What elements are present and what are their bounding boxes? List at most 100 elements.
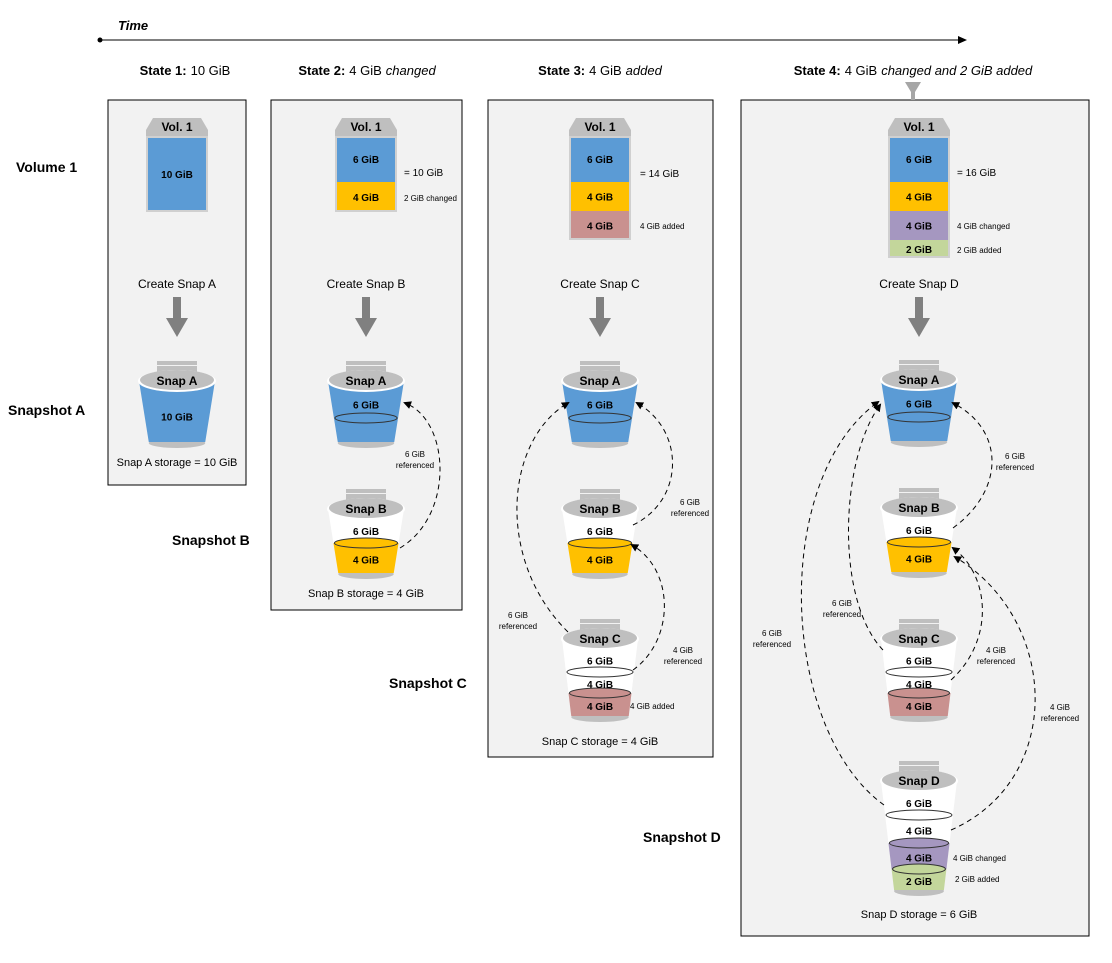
bucket-ring	[885, 809, 953, 821]
snapshot-label: Snap A	[580, 374, 621, 388]
volume-label: Vol. 1	[903, 120, 934, 134]
bucket-layer	[333, 543, 399, 573]
bucket-layer	[886, 542, 952, 572]
bucket-lid	[882, 628, 956, 648]
volume-cap	[146, 118, 208, 136]
reference-label: 6 GiB	[680, 498, 700, 507]
reference-dashed-arrow	[950, 546, 983, 681]
volume-block	[890, 240, 948, 256]
snapshot-layer-size: 6 GiB	[906, 400, 932, 411]
volume-note: = 10 GiB	[404, 168, 444, 179]
snapshot-layer-size: 6 GiB	[906, 526, 932, 537]
snapshot-label: Snap C	[579, 632, 621, 646]
snapshot-bucket-snap-d: Snap D 6 GiB 4 GiB 4 GiB 2 GiB 4 GiB changed 2…	[880, 761, 1006, 896]
bucket-handle	[899, 761, 939, 765]
bucket-layer	[568, 693, 632, 716]
snapshot-bucket-snap-a: Snap A 6 GiB	[327, 361, 405, 448]
reference-arrow: 6 GiB referenced	[753, 400, 885, 806]
timeline-arrow-icon	[958, 36, 967, 44]
bucket-lid	[563, 370, 637, 390]
snapshot-layer-size: 2 GiB	[906, 877, 932, 888]
snapshot-layer-size: 4 GiB	[353, 556, 379, 567]
snapshot-layer-size: 4 GiB	[587, 556, 613, 567]
volume-block	[337, 182, 395, 210]
snapshot-bucket-snap-b: Snap B 6 GiB 4 GiB	[880, 488, 958, 578]
volume-note: = 14 GiB	[640, 169, 680, 180]
bucket-layer	[885, 815, 953, 843]
bucket-layer	[139, 381, 215, 442]
bucket-ring	[568, 412, 632, 424]
volume-block	[890, 211, 948, 240]
state-title-number: State 3:	[538, 63, 585, 78]
volume-label: Vol. 1	[161, 120, 192, 134]
reference-dashed-arrow	[399, 401, 441, 549]
bucket-ring	[892, 863, 946, 875]
reference-arrow: 4 GiB referenced	[950, 555, 1079, 831]
reference-arrow: 6 GiB referenced	[499, 401, 570, 633]
snapshot-bucket-snap-a: Snap A 6 GiB	[880, 360, 958, 447]
reference-arrow: 6 GiB referenced	[632, 402, 709, 526]
volume-note: 4 GiB added	[640, 222, 684, 231]
bucket-ring	[567, 537, 633, 549]
reference-arrow: 6 GiB referenced	[823, 403, 884, 651]
bucket-layer	[333, 418, 399, 442]
state-title-size: 4 GiB	[349, 63, 382, 78]
bucket-handle	[899, 488, 939, 492]
snapshot-layer-size: 4 GiB	[906, 827, 932, 838]
reference-label: referenced	[499, 622, 537, 631]
volume-block-size: 6 GiB	[906, 155, 932, 166]
create-snapshot-label: Create Snap D	[879, 277, 959, 291]
snapshot-bucket-snap-a: Snap A 6 GiB	[561, 361, 639, 448]
volume-label: Vol. 1	[350, 120, 381, 134]
snapshot-label: Snap B	[898, 501, 940, 515]
bucket-handle	[580, 489, 620, 493]
funnel-icon	[905, 82, 921, 100]
row-label-volume-1: Volume 1	[16, 159, 77, 175]
bucket-lid	[882, 497, 956, 517]
volume-note: = 16 GiB	[957, 168, 997, 179]
bucket-lid	[882, 369, 956, 389]
reference-dashed-arrow	[516, 401, 570, 633]
snapshot-bucket-snap-c: Snap C 6 GiB 4 GiB 4 GiB	[880, 619, 958, 722]
volume-block	[571, 138, 629, 182]
snapshot-bucket-snap-b: Snap B 6 GiB 4 GiB	[561, 489, 639, 579]
snapshot-label: Snap D	[898, 774, 940, 788]
create-snapshot-label: Create Snap C	[560, 277, 640, 291]
state-title: State 2: 4 GiB changed	[298, 63, 436, 78]
row-label-snapshot-a: Snapshot A	[8, 402, 85, 418]
bucket-handle	[580, 619, 620, 623]
bucket-ring	[886, 536, 952, 548]
snapshot-layer-size: 6 GiB	[587, 527, 613, 538]
volume-block	[571, 182, 629, 211]
reference-arrow: 6 GiB referenced	[951, 402, 1034, 529]
bucket-ring	[887, 687, 951, 699]
row-label-snapshot-c: Snapshot C	[389, 675, 467, 691]
bucket-handle	[899, 360, 939, 364]
volume-block	[890, 138, 948, 182]
volume-block-size: 6 GiB	[587, 155, 613, 166]
bucket-ring	[568, 687, 632, 699]
state-title-change: added	[626, 63, 663, 78]
volume-block	[337, 138, 395, 182]
volume-block-size: 4 GiB	[587, 222, 613, 233]
volume-block	[571, 211, 629, 238]
volume-block-size: 4 GiB	[906, 222, 932, 233]
volume-block-size: 2 GiB	[906, 245, 932, 256]
bucket-lid	[882, 770, 956, 790]
reference-label: 4 GiB	[986, 646, 1006, 655]
state-title: State 3: 4 GiB added	[538, 63, 662, 78]
snapshot-layer-size: 6 GiB	[587, 401, 613, 412]
volume-cap	[888, 118, 950, 136]
reference-label: 4 GiB	[673, 646, 693, 655]
row-label-snapshot-b: Snapshot B	[172, 532, 250, 548]
volume-note: 2 GiB changed	[404, 194, 457, 203]
bucket-layer	[891, 869, 947, 890]
snapshot-note: 2 GiB added	[955, 875, 999, 884]
reference-dashed-arrow	[848, 403, 884, 651]
snapshot-bucket-snap-b: Snap B 6 GiB 4 GiB	[327, 489, 405, 579]
volume-block-size: 4 GiB	[906, 193, 932, 204]
snapshot-layer-size: 4 GiB	[906, 680, 932, 691]
state-title-size: 10 GiB	[191, 63, 231, 78]
volume-block-size: 10 GiB	[161, 170, 193, 181]
